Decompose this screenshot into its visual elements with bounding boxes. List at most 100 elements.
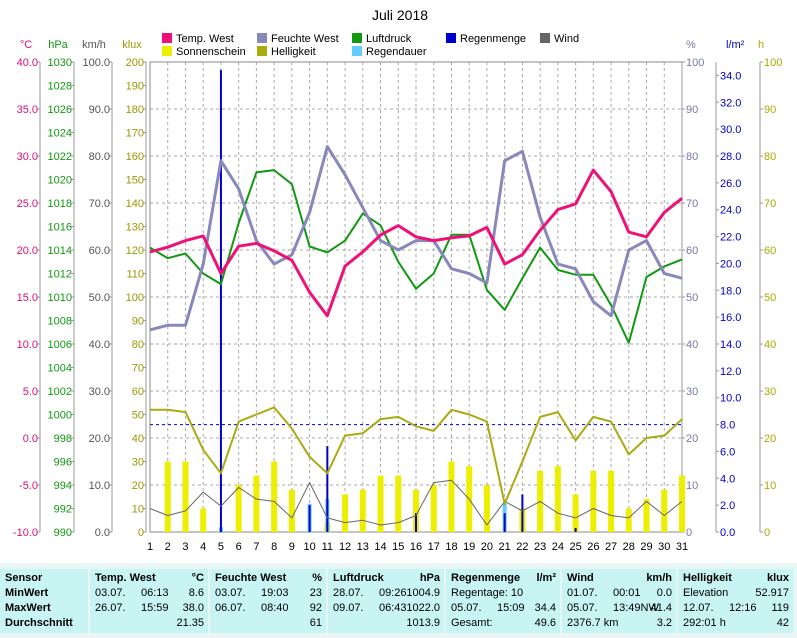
stats-cell: 19:03 (261, 587, 289, 599)
x-axis-day-label: 24 (552, 541, 564, 553)
x-axis-day-label: 28 (623, 541, 635, 553)
stats-cell: 09:26 (379, 587, 407, 599)
sunshine-bar (448, 461, 455, 532)
chart-title: Juli 2018 (372, 7, 428, 23)
chart-legend: Temp. West Feuchte West Luftdruck Regenmeng… (162, 33, 579, 58)
wind-axis-tick-label: 30.0 (89, 386, 110, 398)
brightness-axis-tick-label: 40 (132, 433, 144, 445)
brightness-axis-tick-label: 90 (132, 316, 144, 328)
sunshine-bar (679, 475, 685, 532)
pressure-axis-tick-label: 1008 (48, 316, 72, 328)
stats-cell: MinWert (5, 587, 49, 599)
temperature-line (149, 168, 683, 318)
stats-cell: 34.4 (534, 602, 556, 614)
stats-cell: Sensor (5, 572, 43, 584)
sunshine-bar (288, 489, 295, 532)
stats-cell: 3.2 (656, 617, 672, 629)
pressure-axis-tick-label: 992 (54, 504, 72, 516)
stats-cell: 292:01 h (683, 617, 726, 629)
pressure-axis-tick-label: 998 (54, 433, 72, 445)
stats-header-row: Wind km/h (567, 571, 672, 585)
humidity-axis-tick-label: 50 (686, 292, 698, 304)
wind-axis-tick-label: 40.0 (89, 339, 110, 351)
stats-cell: 1013.9 (406, 617, 440, 629)
x-axis-day-label: 12 (339, 541, 351, 553)
stats-panel: Temp. West °C 03.07. 06:13 8.6 26.07. 15:59 38.… (90, 569, 208, 633)
stats-row: 09.07. 06:43 1022.0 (333, 601, 440, 615)
x-axis-day-label: 16 (410, 541, 422, 553)
sunshine-bar (271, 461, 278, 532)
x-axis-day-label: 8 (271, 541, 277, 553)
stats-cell: 21.35 (176, 617, 204, 629)
sunshine-bar (608, 470, 615, 532)
brightness-axis-tick-label: 190 (126, 81, 144, 93)
sunshine-bar (483, 485, 490, 532)
rain-axis-tick-label: 0.0 (720, 527, 735, 539)
stats-row: 03.07. 06:13 8.6 (95, 586, 204, 600)
humidity-axis-tick-label: 90 (686, 104, 698, 116)
stats-header-row: Sensor (5, 571, 84, 585)
stats-row: MinWert (5, 586, 84, 600)
pressure-axis-tick-label: 1002 (48, 386, 72, 398)
sunshine-axis-tick-label: 40 (764, 339, 776, 351)
x-axis-day-label: 15 (392, 541, 404, 553)
sunshine-axis-tick-label: 90 (764, 104, 776, 116)
temp-axis-tick-label: 5.0 (23, 386, 38, 398)
x-axis-day-label: 17 (428, 541, 440, 553)
stats-cell: 92 (309, 602, 322, 614)
x-axis-day-label: 25 (569, 541, 581, 553)
stats-row: Regentage: 10 (451, 586, 556, 600)
brightness-axis-tick-label: 140 (126, 198, 144, 210)
sunshine-bar (342, 494, 349, 532)
sunshine-bar (572, 494, 579, 532)
chart-grid (149, 61, 683, 533)
temp-axis-unit: °C (20, 39, 32, 51)
x-axis-day-label: 29 (640, 541, 652, 553)
x-axis-day-label: 1 (147, 541, 153, 553)
brightness-axis-tick-label: 200 (126, 57, 144, 69)
stats-cell: 41.4 (650, 602, 672, 614)
x-axis-day-label: 10 (303, 541, 315, 553)
temp-axis-tick-label: 40.0 (17, 57, 38, 69)
humidity-axis-unit: % (686, 39, 696, 51)
pressure-axis-tick-label: 1010 (48, 292, 72, 304)
sunshine-bar (253, 475, 260, 532)
sunshine-axis-tick-label: 80 (764, 151, 776, 163)
humidity-axis-tick-label: 60 (686, 245, 698, 257)
humidity-axis-tick-label: 70 (686, 198, 698, 210)
stats-cell: 03.07. (95, 587, 126, 599)
wind-axis-unit: km/h (82, 39, 106, 51)
x-axis-day-label: 13 (357, 541, 369, 553)
rain-axis-tick-label: 28.0 (720, 151, 741, 163)
x-axis-day-label: 14 (374, 541, 386, 553)
brightness-axis-tick-label: 130 (126, 222, 144, 234)
stats-panel: Feuchte West% 03.07. 19:03 23 06.07. 08:40 92 6… (210, 569, 326, 633)
stats-panel: Luftdruck hPa 28.07. 09:26 1004.9 09.07. 06:43… (328, 569, 444, 633)
temp-axis-tick-label: 20.0 (17, 245, 38, 257)
legend-label: Wind (554, 33, 579, 45)
brightness-axis-tick-label: 0 (138, 527, 144, 539)
legend-label: Feuchte West (271, 33, 339, 45)
stats-cell: 42 (776, 617, 789, 629)
legend-swatch (352, 33, 362, 43)
stats-row: 12.07. 12:16 119 (683, 601, 789, 615)
stats-row: 61 (215, 616, 322, 630)
stats-cell: 12:16 (729, 602, 757, 614)
wind-line (149, 479, 683, 526)
x-axis-day-label: 20 (481, 541, 493, 553)
pressure-line (149, 169, 683, 344)
pressure-axis-tick-label: 1018 (48, 198, 72, 210)
stats-cell: °C (191, 572, 204, 584)
sunshine-axis-tick-label: 30 (764, 386, 776, 398)
rain-bar (574, 527, 577, 532)
x-axis-day-label: 27 (605, 541, 617, 553)
sunshine-axis-tick-label: 0 (764, 527, 770, 539)
sunshine-bar (661, 489, 668, 532)
x-axis-day-label: 2 (165, 541, 171, 553)
legend-label: Regenmenge (460, 33, 526, 45)
stats-cell: 2376.7 km (567, 617, 619, 629)
humidity-line (149, 145, 683, 332)
legend-swatch (257, 46, 267, 56)
stats-panel: Wind km/h 01.07. 00:01 0.0 05.07. 13:49NW 41.4 2… (562, 569, 676, 633)
sunshine-bar (235, 485, 242, 532)
